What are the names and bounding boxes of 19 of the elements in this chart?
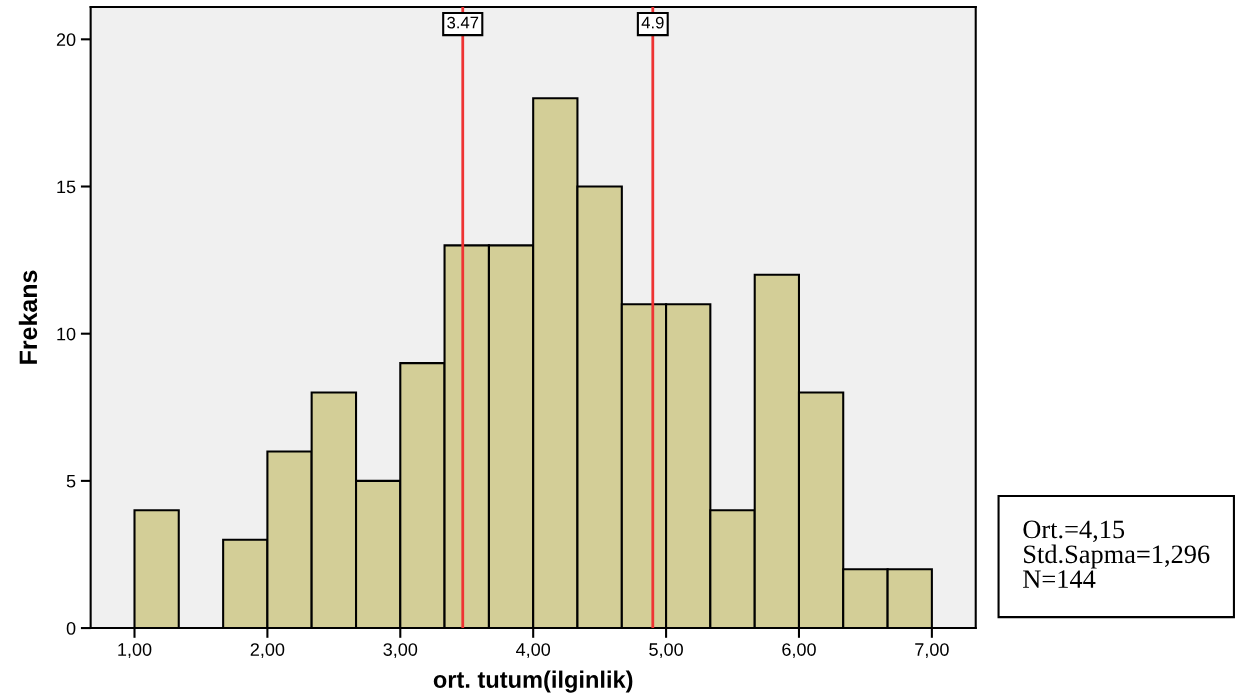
x-tick-label: 1,00 — [118, 643, 152, 659]
x-tick-label: 2,00 — [250, 643, 285, 659]
y-tick-label: 0 — [66, 622, 76, 635]
x-tick-label: 4,00 — [516, 643, 551, 659]
text: Ort.=4,15 — [1023, 520, 1125, 543]
y-tick-label: 10 — [57, 327, 76, 341]
ref-line-label: 4.9 — [641, 16, 664, 29]
text: N=144 — [1023, 570, 1096, 588]
x-tick-label: 6,00 — [782, 643, 816, 659]
y-tick-label: 15 — [57, 180, 76, 194]
text: Std.Sapma=1,296 — [1024, 544, 1210, 569]
x-tick-label: 7,00 — [915, 643, 949, 659]
y-tick-label: 5 — [66, 475, 76, 488]
y-tick-label: 20 — [56, 33, 76, 47]
x-tick-label: 5,00 — [649, 643, 683, 659]
y-axis-title: Frekans — [18, 270, 38, 364]
ref-line-label: 3.47 — [447, 16, 479, 29]
x-tick-label: 3,00 — [383, 643, 418, 659]
x-axis-title: ort. tutum(ilginlik) — [433, 670, 633, 693]
